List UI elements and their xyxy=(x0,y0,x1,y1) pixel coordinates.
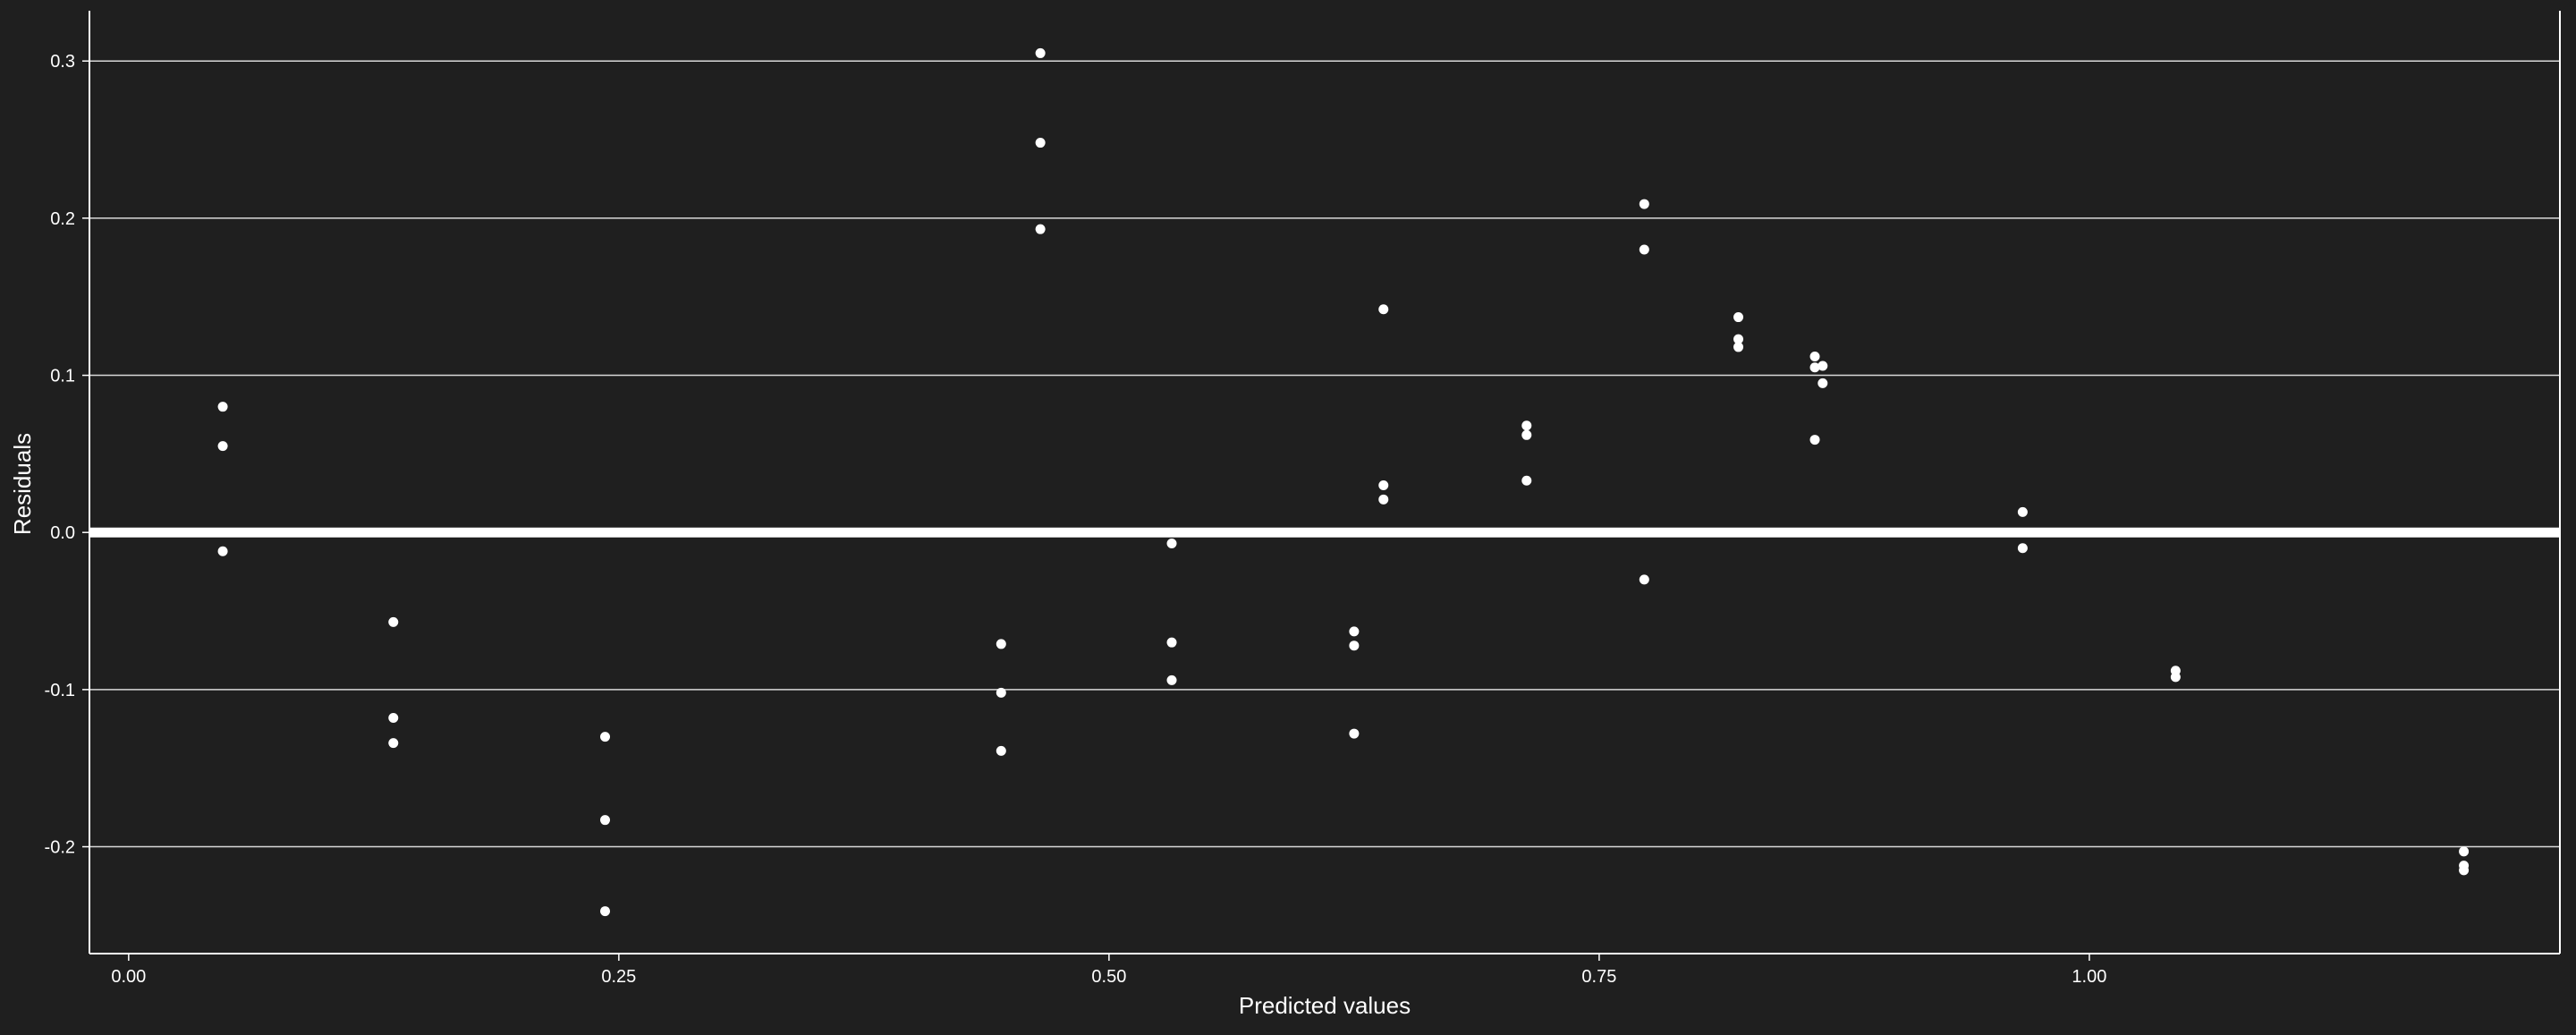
tick-labels: -0.2 -0.1 0.0 0.1 0.2 0.3 0.00 0.25 0.50 0.75 1.00 xyxy=(45,52,2107,987)
residual-point xyxy=(1818,361,1828,371)
x-tick-label: 0.50 xyxy=(1091,967,1126,987)
residual-point xyxy=(1733,334,1744,344)
x-tick-label: 0.00 xyxy=(111,967,146,987)
residual-point xyxy=(996,687,1006,698)
residual-point xyxy=(217,546,228,556)
x-tick-label: 0.25 xyxy=(601,967,636,987)
residual-point xyxy=(1378,304,1389,315)
axes xyxy=(82,11,2561,961)
residual-point xyxy=(996,639,1006,649)
residual-point xyxy=(1349,728,1360,739)
residual-point xyxy=(1521,420,1532,431)
residual-point xyxy=(996,745,1006,756)
grid-lines xyxy=(89,60,2560,848)
y-tick-label: 0.3 xyxy=(50,52,75,72)
residual-point xyxy=(217,441,228,452)
residual-point xyxy=(1733,312,1744,323)
residual-point xyxy=(1809,435,1820,445)
residual-point xyxy=(1809,351,1820,361)
residual-point xyxy=(1521,475,1532,486)
residual-point xyxy=(1639,199,1649,209)
y-tick-label: -0.2 xyxy=(45,838,75,858)
residual-point xyxy=(1818,378,1828,388)
residual-point xyxy=(1639,574,1649,585)
y-axis-title: Residuals xyxy=(9,433,36,535)
residual-point xyxy=(1349,641,1360,651)
plot-panel-background xyxy=(89,11,2560,954)
y-tick-label: -0.1 xyxy=(45,681,75,700)
residual-point xyxy=(1378,494,1389,505)
residual-point xyxy=(1166,539,1177,549)
residual-point xyxy=(388,738,399,749)
y-tick-label: 0.0 xyxy=(50,523,75,543)
x-tick-label: 1.00 xyxy=(2072,967,2106,987)
x-tick-label: 0.75 xyxy=(1581,967,1616,987)
residual-point xyxy=(2017,543,2028,554)
residual-point xyxy=(2170,672,2181,683)
y-tick-label: 0.2 xyxy=(50,209,75,229)
residual-point xyxy=(1166,637,1177,648)
residual-point xyxy=(1733,342,1744,352)
residual-point xyxy=(1035,138,1046,148)
residual-point xyxy=(600,815,611,826)
y-tick-label: 0.1 xyxy=(50,367,75,386)
residual-point xyxy=(217,402,228,412)
residual-point xyxy=(1166,674,1177,685)
residual-point xyxy=(2459,865,2470,876)
residual-point xyxy=(1521,429,1532,440)
residual-point xyxy=(1639,244,1649,255)
residual-point xyxy=(1035,47,1046,58)
residual-point xyxy=(2459,846,2470,857)
residual-point xyxy=(1378,480,1389,491)
residual-point xyxy=(388,616,399,627)
residual-point xyxy=(1809,362,1820,373)
residual-points xyxy=(217,47,2470,917)
residual-point xyxy=(1035,224,1046,234)
x-axis-title: Predicted values xyxy=(1239,992,1411,1019)
residual-point xyxy=(1349,626,1360,637)
residual-point xyxy=(600,906,611,917)
residual-point xyxy=(388,713,399,723)
residual-point xyxy=(600,732,611,742)
residual-point xyxy=(2017,506,2028,517)
